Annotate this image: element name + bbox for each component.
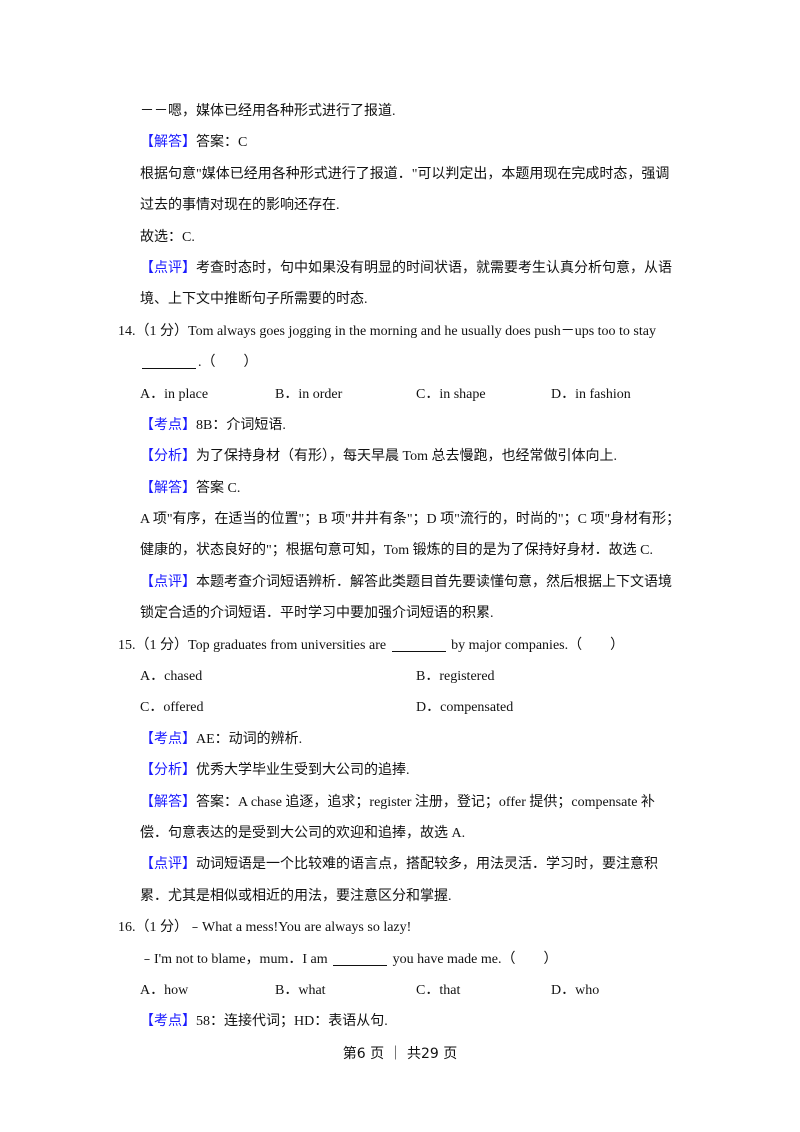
- stem-end: by major companies.（ ）: [451, 637, 625, 653]
- q14-options: A．in place B．in order C．in shape D．in fa…: [0, 379, 800, 410]
- q15-stem: 15.（1 分）Top graduates from universities …: [0, 630, 800, 661]
- q15-options-row-2: C．offered D．compensated: [0, 692, 800, 723]
- point-tag: 【考点】: [140, 1014, 196, 1030]
- stem-end: you have made me.（ ）: [392, 951, 558, 967]
- page-footer: 第6 页 ｜ 共29 页: [342, 1046, 458, 1062]
- q14-explain-2: 健康的，状态良好的"；根据句意可知，Tom 锻炼的目的是为了保持好身材．故选 C…: [140, 543, 654, 559]
- q13-explain-2: 过去的事情对现在的影响还存在.: [140, 198, 340, 214]
- analysis-text: 优秀大学毕业生受到大公司的追捧.: [196, 763, 410, 779]
- option-c: C．offered: [140, 700, 204, 716]
- point-text: 58：连接代词；HD：表语从句.: [196, 1014, 388, 1030]
- answer-blank: [142, 354, 196, 370]
- answer-tag: 【解答】: [140, 480, 196, 496]
- comment-text: 动词短语是一个比较难的语言点，搭配较多，用法灵活．学习时，要注意积: [196, 857, 658, 873]
- q14-stem-2: .（ ）: [0, 347, 800, 378]
- comment-tag: 【点评】: [140, 260, 196, 276]
- comment-text: 本题考查介词短语辨析．解答此类题目首先要读懂句意，然后根据上下文语境: [196, 574, 672, 590]
- option-b: B．in order: [275, 386, 343, 402]
- option-c: C．in shape: [416, 386, 486, 402]
- comment-tag: 【点评】: [140, 574, 196, 590]
- point-text: 8B：介词短语.: [196, 417, 286, 433]
- stem-start: ﹣I'm not to blame，mum．I am: [140, 951, 328, 967]
- answer-tag: 【解答】: [140, 135, 196, 151]
- option-a: A．in place: [140, 386, 209, 402]
- option-d: D．who: [551, 982, 600, 998]
- analysis-tag: 【分析】: [140, 763, 196, 779]
- q14-point: 【考点】8B：介词短语.: [0, 410, 800, 441]
- q14-analysis: 【分析】为了保持身材（有形），每天早晨 Tom 总去慢跑，也经常做引体向上.: [0, 441, 800, 472]
- q13-dialog: －－嗯，媒体已经用各种形式进行了报道.: [140, 104, 396, 119]
- answer-blank: [333, 951, 388, 966]
- q14-comment: 【点评】本题考查介词短语辨析．解答此类题目首先要读懂句意，然后根据上下文语境: [0, 567, 800, 598]
- q14-stem: 14.（1 分）Tom always goes jogging in the m…: [118, 323, 656, 339]
- stem-end: .（ ）: [198, 355, 258, 371]
- q16-stem-2: ﹣I'm not to blame，mum．I am you have made…: [0, 944, 800, 975]
- q13-answer: 【解答】答案：C: [0, 127, 800, 158]
- option-c: C．that: [416, 982, 461, 998]
- option-b: B．registered: [416, 669, 495, 685]
- q14-answer: 【解答】答案 C.: [0, 473, 800, 504]
- q15-analysis: 【分析】优秀大学毕业生受到大公司的追捧.: [0, 755, 800, 786]
- q16-stem: 16.（1 分）﹣What a mess!You are always so l…: [118, 920, 412, 936]
- q15-comment: 【点评】动词短语是一个比较难的语言点，搭配较多，用法灵活．学习时，要注意积: [0, 849, 800, 880]
- q14-comment-2: 锁定合适的介词短语．平时学习中要加强介词短语的积累.: [140, 606, 494, 622]
- q15-answer: 【解答】答案：A chase 追逐，追求；register 注册，登记；offe…: [0, 787, 800, 818]
- q13-choose: 故选：C.: [140, 229, 195, 245]
- q15-answer-2: 偿．句意表达的是受到大公司的欢迎和追捧，故选 A.: [140, 825, 466, 841]
- comment-text: 考查时态时，句中如果没有明显的时间状语，就需要考生认真分析句意，从语: [196, 260, 672, 276]
- stem-start: 15.（1 分）Top graduates from universities …: [118, 637, 387, 653]
- q15-options-row-1: A．chased B．registered: [0, 661, 800, 692]
- answer-text: 答案 C.: [196, 480, 241, 496]
- q14-explain-1: A 项"有序，在适当的位置"；B 项"井井有条"；D 项"流行的，时尚的"；C …: [140, 512, 681, 528]
- option-d: D．in fashion: [551, 386, 631, 402]
- point-tag: 【考点】: [140, 417, 196, 433]
- q15-point: 【考点】AE：动词的辨析.: [0, 724, 800, 755]
- analysis-tag: 【分析】: [140, 449, 196, 465]
- option-a: A．how: [140, 982, 189, 998]
- answer-text: 答案：A chase 追逐，追求；register 注册，登记；offer 提供…: [196, 794, 655, 810]
- answer-blank: [391, 637, 446, 652]
- option-a: A．chased: [140, 669, 203, 685]
- q13-explain-1: 根据句意"媒体已经用各种形式进行了报道．"可以判定出，本题用现在完成时态，强调: [140, 166, 670, 182]
- option-d: D．compensated: [416, 700, 514, 716]
- comment-tag: 【点评】: [140, 857, 196, 873]
- point-tag: 【考点】: [140, 731, 196, 747]
- option-b: B．what: [275, 982, 326, 998]
- answer-tag: 【解答】: [140, 794, 196, 810]
- analysis-text: 为了保持身材（有形），每天早晨 Tom 总去慢跑，也经常做引体向上.: [196, 449, 617, 465]
- q16-point: 【考点】58：连接代词；HD：表语从句.: [0, 1006, 800, 1037]
- q13-comment: 【点评】考查时态时，句中如果没有明显的时间状语，就需要考生认真分析句意，从语: [0, 253, 800, 284]
- q13-comment-2: 境、上下文中推断句子所需要的时态.: [140, 292, 368, 308]
- document-page: －－嗯，媒体已经用各种形式进行了报道. 【解答】答案：C 根据句意"媒体已经用各…: [0, 96, 800, 1038]
- q15-comment-2: 累．尤其是相似或相近的用法，要注意区分和掌握.: [140, 888, 452, 904]
- q16-options: A．how B．what C．that D．who: [0, 975, 800, 1006]
- answer-text: 答案：C: [196, 135, 248, 151]
- point-text: AE：动词的辨析.: [196, 731, 303, 747]
